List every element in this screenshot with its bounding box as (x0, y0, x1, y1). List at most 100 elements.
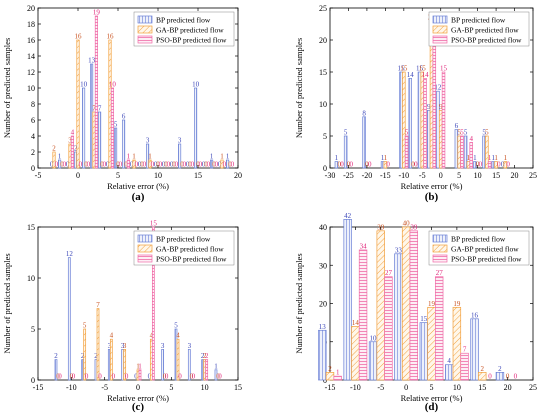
bar (214, 369, 218, 381)
bar-value-label: 1 (220, 153, 224, 161)
bar (343, 135, 348, 169)
bar-value-label: 3 (121, 342, 125, 350)
bar (343, 219, 352, 381)
bar-value-label: 15 (419, 65, 427, 73)
bar-value-label: 12 (66, 250, 74, 258)
y-tick-label: 20 (319, 36, 327, 45)
y-tick-label: 6 (31, 116, 35, 125)
x-tick-label: -10 (350, 383, 361, 392)
bar-value-label: 1 (494, 154, 498, 162)
bar-value-label: 4 (469, 135, 473, 143)
bar (226, 159, 230, 169)
bar-value-label: 0 (70, 373, 74, 381)
bar-value-label: 0 (497, 161, 501, 169)
bar-value-label: 0 (350, 161, 354, 169)
bar (146, 143, 150, 169)
y-tick-label: 15 (27, 223, 35, 232)
bar-value-label: 39 (410, 223, 418, 231)
bar-value-label: 0 (202, 161, 206, 169)
bar (122, 119, 126, 169)
bar-value-label: 0 (162, 161, 166, 169)
bar-value-label: 0 (365, 161, 369, 169)
bar-value-label: 2 (203, 352, 207, 360)
bar-value-label: 14 (422, 71, 430, 79)
bar (383, 161, 388, 169)
bar (109, 338, 113, 381)
bar-value-label: 5 (464, 129, 468, 137)
bar (74, 151, 78, 169)
x-tick-label: -5 (35, 171, 42, 180)
x-tick-label: 5 (116, 171, 120, 180)
bar-value-label: 10 (370, 334, 378, 342)
bar-value-label: 1 (473, 154, 477, 162)
x-tick-label: -30 (325, 171, 336, 180)
bar (494, 161, 498, 169)
bar-value-label: 19 (93, 9, 101, 17)
bar (438, 110, 443, 169)
bar (194, 87, 198, 169)
bar (394, 253, 403, 381)
bar (368, 341, 378, 381)
bar-value-label: 4 (110, 332, 114, 340)
bar-value-label: 0 (506, 373, 510, 381)
x-tick-label: 15 (234, 383, 242, 392)
bar-value-label: 0 (112, 373, 116, 381)
bar (351, 326, 360, 381)
legend-label: PSO-BP predicted flow (451, 255, 522, 264)
bar (427, 306, 436, 381)
legend-swatch (137, 15, 153, 24)
x-tick-label: 20 (511, 171, 519, 180)
bar (187, 349, 191, 381)
bar (432, 39, 437, 169)
bar-value-label: 9 (427, 103, 431, 111)
bar (473, 161, 477, 169)
bar-value-label: 1 (384, 154, 388, 162)
bar-value-label: 2 (205, 352, 209, 360)
bar-value-label: 0 (199, 161, 203, 169)
bar-value-label: 0 (151, 161, 155, 169)
bar (420, 71, 425, 169)
x-tick-label: 5 (430, 383, 434, 392)
bar-value-label: 0 (103, 161, 107, 169)
bar (478, 372, 487, 381)
y-tick-label: 10 (319, 100, 327, 109)
bar (469, 142, 473, 169)
bar-value-label: 1 (132, 153, 136, 161)
bar-value-label: 15 (416, 65, 424, 73)
bar-value-label: 5 (460, 129, 464, 137)
legend-swatch (432, 15, 448, 24)
bar (205, 359, 209, 381)
bar (466, 161, 471, 169)
bar (408, 78, 412, 169)
bar-value-label: 0 (165, 373, 169, 381)
bar-value-label: 0 (154, 161, 158, 169)
panel-tag: (c) (132, 401, 145, 413)
bar (402, 71, 406, 169)
bar (460, 135, 464, 169)
bar-value-label: 0 (514, 373, 518, 381)
x-tick-label: -15 (325, 383, 336, 392)
legend-swatch (432, 234, 448, 243)
bar (452, 306, 462, 381)
y-tick-label: 14 (27, 52, 35, 61)
y-tick-label: 0 (323, 376, 327, 385)
bar-value-label: 6 (455, 122, 459, 130)
bar (58, 159, 62, 169)
bar (434, 276, 444, 381)
bar-value-label: 0 (186, 161, 190, 169)
x-tick-label: 10 (453, 383, 461, 392)
legend-label: BP predicted flow (451, 16, 506, 25)
bar-value-label: 27 (385, 269, 393, 277)
legend-label: GA-BP predicted flow (451, 245, 519, 254)
y-tick-label: 20 (27, 4, 35, 13)
bar-value-label: 3 (108, 342, 112, 350)
x-tick-label: 20 (234, 171, 242, 180)
y-tick-label: 20 (319, 300, 327, 309)
bar-value-label: 19 (428, 300, 436, 308)
bar-value-label: 1 (504, 154, 508, 162)
y-tick-label: 0 (31, 164, 35, 173)
bar-value-label: 1 (136, 362, 140, 370)
y-tick-label: 16 (27, 36, 35, 45)
bar-value-label: 0 (84, 161, 88, 169)
bar (108, 39, 112, 169)
